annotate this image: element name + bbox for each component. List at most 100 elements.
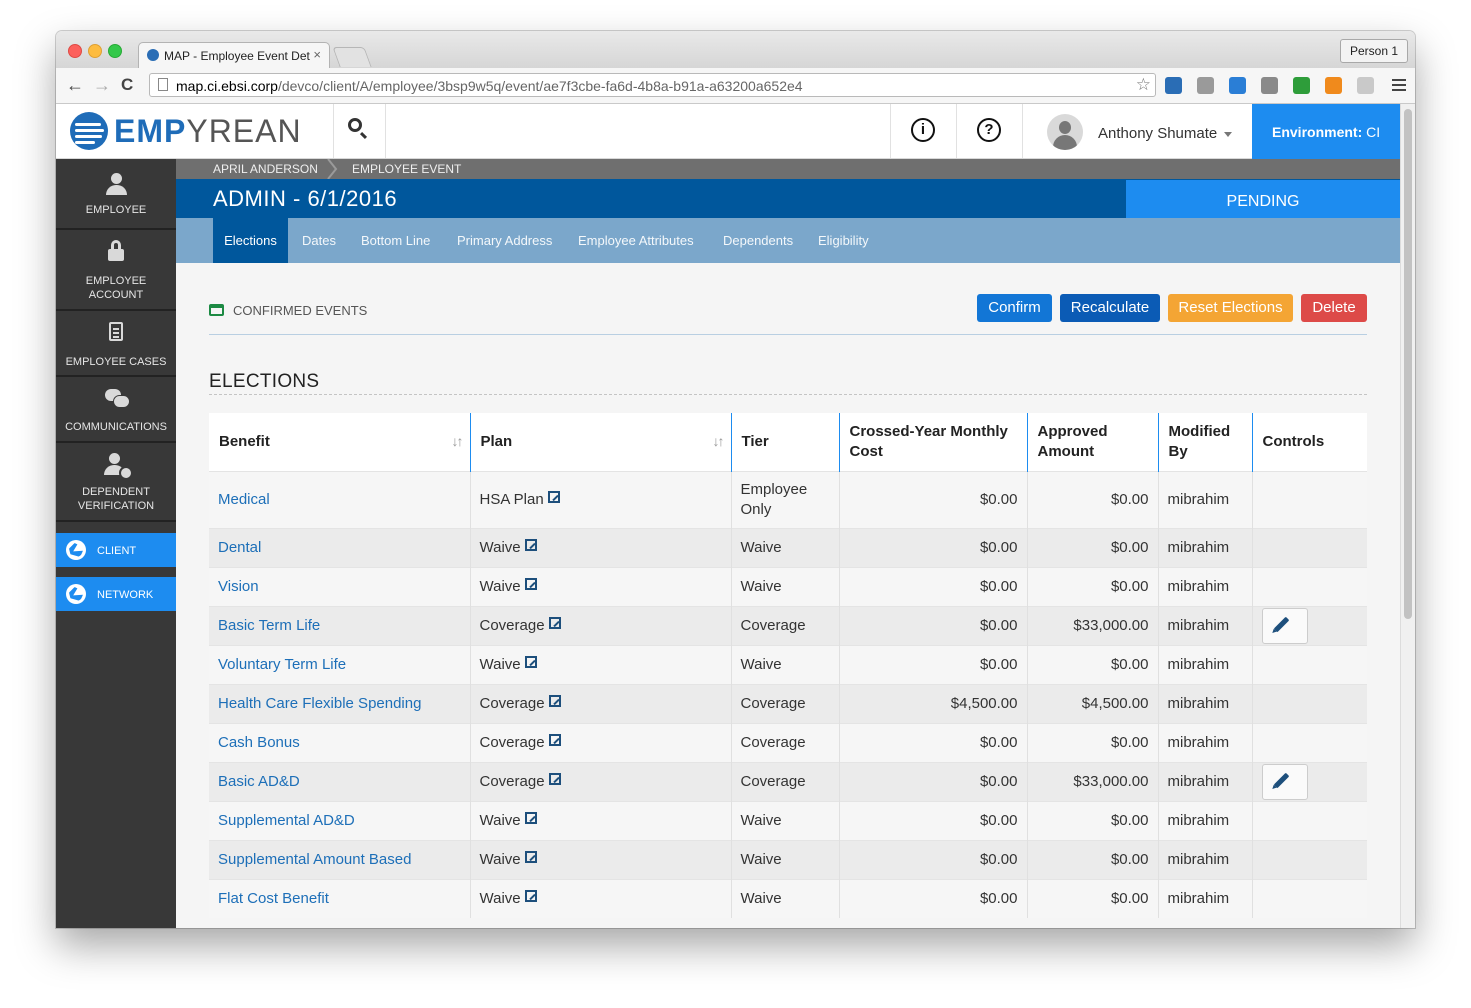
minimize-window-button[interactable] bbox=[88, 44, 102, 58]
tab-primary-address[interactable]: Primary Address bbox=[457, 233, 553, 248]
tab-eligibility[interactable]: Eligibility bbox=[818, 233, 869, 248]
benefit-link[interactable]: Dental bbox=[218, 539, 262, 556]
amount-cell: $33,000.00 bbox=[1026, 762, 1158, 802]
sort-icon[interactable]: ↓↑ bbox=[712, 433, 725, 449]
grammar-g-icon[interactable] bbox=[1357, 77, 1374, 94]
sidebar-item-employee-cases[interactable]: EMPLOYEE CASES bbox=[56, 311, 176, 377]
plan-name: Waive bbox=[479, 890, 521, 907]
modified-by-cell: mibrahim bbox=[1157, 567, 1252, 607]
tab-bottom-line[interactable]: Bottom Line bbox=[361, 233, 431, 248]
bookmark-star-icon[interactable]: ☆ bbox=[1135, 75, 1151, 94]
benefit-link[interactable]: Medical bbox=[218, 491, 270, 508]
sidebar-item-employee-account[interactable]: EMPLOYEE ACCOUNT bbox=[56, 230, 176, 311]
url-field[interactable]: map.ci.ebsi.corp/devco/client/A/employee… bbox=[149, 73, 1156, 97]
benefit-cell: Flat Cost Benefit bbox=[209, 879, 470, 918]
external-link-icon[interactable] bbox=[547, 491, 560, 503]
sidebar-item-employee[interactable]: EMPLOYEE bbox=[56, 159, 176, 230]
external-link-icon[interactable] bbox=[548, 734, 561, 746]
tab-employee-attributes[interactable]: Employee Attributes bbox=[578, 233, 694, 248]
amount-cell: $0.00 bbox=[1026, 723, 1158, 763]
pencil-icon bbox=[1273, 772, 1289, 789]
breadcrumb: APRIL ANDERSON EMPLOYEE EVENT bbox=[176, 159, 1400, 179]
amount-cell: $4,500.00 bbox=[1026, 684, 1158, 724]
plan-cell: Coverage bbox=[469, 606, 731, 646]
tab-elections[interactable]: Elections bbox=[213, 218, 288, 263]
sidebar-item-communications[interactable]: COMMUNICATIONS bbox=[56, 377, 176, 443]
benefit-link[interactable]: Supplemental AD&D bbox=[218, 812, 355, 829]
screen-capture-icon[interactable] bbox=[1165, 77, 1182, 94]
sidebar-item-client[interactable]: CLIENT bbox=[56, 533, 176, 567]
back-icon[interactable]: ← bbox=[66, 75, 84, 95]
breadcrumb-employee[interactable]: APRIL ANDERSON bbox=[213, 162, 318, 176]
task-check-icon[interactable] bbox=[1229, 77, 1246, 94]
recalculate-button[interactable]: Recalculate bbox=[1060, 294, 1160, 322]
external-link-icon[interactable] bbox=[524, 656, 537, 668]
confirmed-events-link[interactable]: CONFIRMED EVENTS bbox=[233, 303, 368, 318]
browser-tab[interactable]: MAP - Employee Event Det × bbox=[138, 42, 330, 68]
scrollbar[interactable] bbox=[1400, 104, 1415, 928]
scrollbar-thumb[interactable] bbox=[1404, 109, 1412, 619]
amount-cell: $0.00 bbox=[1026, 528, 1158, 568]
zoom-window-button[interactable] bbox=[108, 44, 122, 58]
benefit-link[interactable]: Cash Bonus bbox=[218, 734, 300, 751]
sidebar-item-network[interactable]: NETWORK bbox=[56, 577, 176, 611]
cost-cell: $0.00 bbox=[838, 801, 1027, 841]
browser-menu-icon[interactable] bbox=[1392, 79, 1406, 94]
tab-dates[interactable]: Dates bbox=[302, 233, 336, 248]
new-tab-button[interactable] bbox=[332, 47, 372, 67]
page-title: ADMIN - 6/1/2016 bbox=[213, 186, 398, 211]
benefit-link[interactable]: Health Care Flexible Spending bbox=[218, 695, 422, 712]
external-link-icon[interactable] bbox=[548, 773, 561, 785]
reset-elections-button[interactable]: Reset Elections bbox=[1168, 294, 1293, 322]
column-header-benefit[interactable]: Benefit ↓↑ bbox=[209, 413, 470, 472]
profile-button[interactable]: Person 1 bbox=[1339, 39, 1408, 63]
search-button[interactable] bbox=[333, 104, 386, 158]
benefit-link[interactable]: Flat Cost Benefit bbox=[218, 890, 329, 907]
sidebar-item-label: COMMUNICATIONS bbox=[65, 421, 167, 433]
download-arrow-icon[interactable] bbox=[1293, 77, 1310, 94]
plan-cell: Waive bbox=[469, 567, 731, 607]
browser-window: MAP - Employee Event Det × Person 1 ← → … bbox=[56, 31, 1415, 928]
confirm-button[interactable]: Confirm bbox=[977, 294, 1052, 322]
camera-icon[interactable] bbox=[1261, 77, 1278, 94]
plan-cell: Coverage bbox=[469, 762, 731, 802]
tab-dependents[interactable]: Dependents bbox=[723, 233, 794, 248]
cost-cell: $0.00 bbox=[838, 528, 1027, 568]
external-link-icon[interactable] bbox=[524, 539, 537, 551]
controls-cell bbox=[1251, 723, 1367, 763]
sidebar-item-dependent-verification[interactable]: DEPENDENT VERIFICATION bbox=[56, 443, 176, 522]
benefit-link[interactable]: Supplemental Amount Based bbox=[218, 851, 412, 868]
external-link-icon[interactable] bbox=[524, 812, 537, 824]
plan-cell: Waive bbox=[469, 528, 731, 568]
forward-icon[interactable]: → bbox=[93, 75, 111, 95]
external-link-icon[interactable] bbox=[548, 617, 561, 629]
external-link-icon[interactable] bbox=[524, 890, 537, 902]
delete-button[interactable]: Delete bbox=[1301, 294, 1367, 322]
external-link-icon[interactable] bbox=[548, 695, 561, 707]
reload-icon[interactable]: C bbox=[121, 75, 134, 94]
help-button[interactable]: ? bbox=[956, 104, 1023, 158]
controls-cell bbox=[1251, 471, 1367, 529]
external-link-icon[interactable] bbox=[524, 851, 537, 863]
edit-button[interactable] bbox=[1261, 764, 1308, 800]
external-link-icon[interactable] bbox=[524, 578, 537, 590]
info-button[interactable]: i bbox=[890, 104, 957, 158]
benefit-link[interactable]: Basic Term Life bbox=[218, 617, 321, 634]
sort-icon[interactable]: ↓↑ bbox=[451, 433, 464, 449]
edit-button[interactable] bbox=[1261, 608, 1308, 644]
close-window-button[interactable] bbox=[68, 44, 82, 58]
amount-cell: $0.00 bbox=[1026, 471, 1158, 529]
chart-extension-icon[interactable] bbox=[1325, 77, 1342, 94]
benefit-link[interactable]: Voluntary Term Life bbox=[218, 656, 347, 673]
user-menu[interactable]: Anthony Shumate bbox=[1022, 104, 1253, 158]
column-header-plan[interactable]: Plan ↓↑ bbox=[469, 413, 731, 472]
modified-by-cell: mibrahim bbox=[1157, 723, 1252, 763]
table-header-row: Benefit ↓↑ Plan ↓↑ Tier Crossed-Year Month… bbox=[209, 413, 1367, 472]
logo[interactable]: EMPYREAN bbox=[56, 104, 334, 158]
readability-icon[interactable] bbox=[1197, 77, 1214, 94]
status-badge: PENDING bbox=[1126, 180, 1400, 218]
search-icon bbox=[348, 118, 362, 132]
benefit-link[interactable]: Vision bbox=[218, 578, 259, 595]
close-tab-icon[interactable]: × bbox=[313, 47, 321, 62]
benefit-link[interactable]: Basic AD&D bbox=[218, 773, 300, 790]
